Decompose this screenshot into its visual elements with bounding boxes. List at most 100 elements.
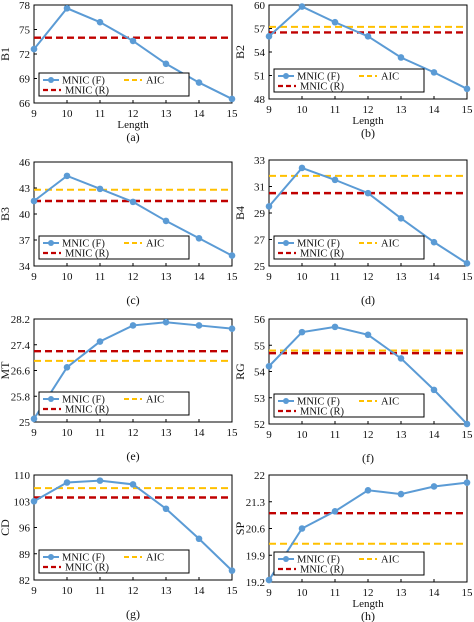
- legend-aic-label: AIC: [381, 72, 399, 83]
- x-tick-label: 11: [330, 429, 341, 441]
- y-tick-label: 75: [19, 25, 31, 37]
- legend-mnic-f-label: MNIC (F): [297, 397, 340, 408]
- legend-aic-label: AIC: [381, 555, 399, 566]
- legend: MNIC (F) AIC MNIC (R): [273, 235, 425, 260]
- x-tick-label: 15: [462, 429, 474, 441]
- mnic-f-point: [463, 420, 471, 428]
- x-tick-label: 14: [194, 585, 206, 597]
- x-tick-label: 9: [31, 585, 37, 597]
- panel-caption: (d): [361, 293, 375, 307]
- y-tick-label: 19.9: [246, 550, 266, 562]
- legend: MNIC (F) AIC MNIC (R): [38, 391, 190, 416]
- legend-mnic-f-marker: [48, 240, 54, 246]
- panel-caption: (a): [126, 130, 139, 144]
- legend: MNIC (F) AIC MNIC (R): [273, 68, 425, 93]
- legend-mnic-f-marker: [283, 556, 289, 562]
- mnic-f-point: [298, 164, 306, 172]
- panel-caption: (g): [126, 607, 140, 621]
- y-tick-label: 103: [14, 496, 31, 508]
- x-tick-label: 11: [95, 271, 106, 283]
- mnic-f-point: [331, 508, 339, 515]
- y-axis-label: CD: [0, 519, 12, 536]
- x-tick-label: 11: [330, 587, 341, 599]
- x-tick-label: 10: [62, 585, 74, 597]
- mnic-f-point: [397, 355, 405, 362]
- legend-mnic-r-label: MNIC (R): [300, 565, 345, 576]
- mnic-f-point: [228, 252, 236, 259]
- legend-aic-label: AIC: [146, 395, 164, 406]
- x-tick-label: 14: [194, 427, 206, 439]
- x-tick-label: 14: [194, 108, 206, 120]
- x-tick-label: 11: [95, 585, 106, 597]
- legend-aic-label: AIC: [146, 239, 164, 250]
- legend-aic-label: AIC: [381, 239, 399, 250]
- x-tick-label: 10: [62, 271, 74, 283]
- y-tick-label: 25: [19, 417, 31, 429]
- x-tick-label: 13: [161, 585, 173, 597]
- x-tick-label: 10: [62, 427, 74, 439]
- mnic-f-point: [30, 197, 38, 205]
- mnic-f-point: [265, 203, 273, 210]
- mnic-f-point: [195, 79, 203, 86]
- panel-caption: (e): [126, 449, 139, 463]
- x-tick-label: 11: [330, 104, 341, 116]
- y-tick-label: 69: [19, 74, 31, 86]
- legend-mnic-f-label: MNIC (F): [297, 555, 340, 566]
- x-tick-label: 12: [128, 271, 139, 283]
- y-axis-label: B4: [233, 206, 247, 220]
- y-tick-label: 28.2: [11, 314, 30, 326]
- legend-box: [38, 72, 190, 97]
- legend: MNIC (F) AIC MNIC (R): [38, 235, 190, 260]
- mnic-f-point: [30, 45, 38, 53]
- x-tick-label: 11: [95, 427, 106, 439]
- mnic-f-point: [129, 198, 137, 206]
- mnic-f-point: [265, 362, 273, 370]
- legend-mnic-f-marker: [48, 396, 54, 402]
- legend-box: [273, 68, 425, 93]
- y-tick-label: 51: [254, 71, 265, 83]
- mnic-f-point: [162, 217, 170, 225]
- x-tick-label: 14: [429, 429, 441, 441]
- mnic-f-point: [463, 479, 471, 486]
- y-tick-label: 54: [254, 367, 266, 379]
- y-tick-label: 89: [19, 549, 31, 561]
- y-tick-label: 27.4: [11, 340, 31, 352]
- mnic-f-point: [463, 260, 471, 267]
- y-tick-label: 43: [19, 183, 31, 195]
- x-tick-label: 15: [462, 104, 474, 116]
- y-tick-label: 21.3: [246, 497, 266, 509]
- x-tick-label: 13: [396, 104, 408, 116]
- x-tick-label: 12: [363, 271, 374, 283]
- y-tick-label: 26.6: [11, 366, 31, 378]
- x-tick-label: 14: [429, 587, 441, 599]
- y-tick-label: 66: [19, 98, 31, 110]
- y-tick-label: 31: [254, 182, 265, 194]
- panel-caption: (h): [361, 609, 375, 622]
- x-tick-label: 12: [363, 429, 374, 441]
- legend-mnic-f-marker: [48, 77, 54, 83]
- y-tick-label: 25: [254, 261, 266, 273]
- x-tick-label: 11: [95, 108, 106, 120]
- mnic-f-point: [298, 525, 306, 532]
- mnic-f-point: [265, 33, 273, 40]
- x-axis-label: Length: [117, 119, 149, 131]
- legend-mnic-f-marker: [283, 73, 289, 79]
- y-tick-label: 22: [254, 470, 265, 482]
- x-tick-label: 15: [227, 271, 239, 283]
- mnic-f-point: [298, 3, 306, 10]
- y-tick-label: 37: [19, 235, 31, 247]
- mnic-f-point: [228, 95, 236, 103]
- mnic-f-point: [228, 325, 236, 332]
- legend: MNIC (F) AIC MNIC (R): [273, 551, 425, 576]
- y-axis-label: B1: [0, 47, 12, 61]
- y-tick-label: 52: [254, 419, 265, 431]
- y-tick-label: 20.6: [246, 524, 266, 536]
- mnic-f-point: [430, 69, 438, 76]
- x-tick-label: 12: [128, 108, 139, 120]
- mnic-f-point: [96, 477, 104, 484]
- x-tick-label: 10: [297, 429, 309, 441]
- mnic-f-point: [331, 176, 339, 184]
- chart-panel-a: 66 69 72 75 78 9 10 11 12 13 14 15 B1 Length(a) MNIC (…: [0, 0, 238, 144]
- x-axis-label: Length: [352, 115, 384, 127]
- mnic-f-point: [30, 415, 38, 423]
